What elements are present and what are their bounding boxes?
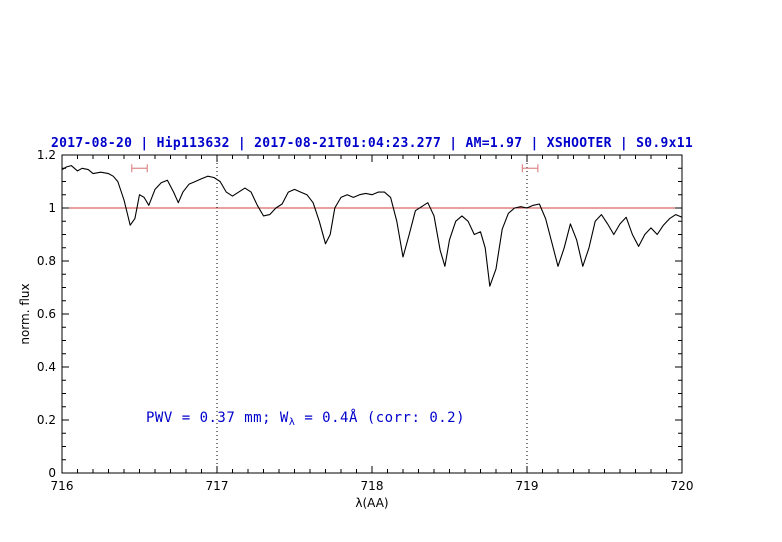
pwv-annotation: PWV = 0.37 mm; Wλ = 0.4Å (corr: 0.2) [146,410,465,428]
x-tick-label: 716 [50,479,74,493]
spectrum-curve [61,165,683,287]
x-tick-label: 719 [515,479,539,493]
x-axis-label: λ(AA) [62,496,682,510]
pwv-annotation-suffix: = 0.4Å (corr: 0.2) [295,410,466,426]
y-tick-label: 0.2 [36,413,56,427]
x-axis-label-text: λ(AA) [355,496,389,510]
pwv-annotation-subscript: λ [288,417,296,428]
y-tick-label: 0.4 [36,360,56,374]
plot-title: 2017-08-20 | Hip113632 | 2017-08-21T01:0… [50,136,694,151]
x-tick-label: 720 [670,479,694,493]
y-tick-label: 0.6 [36,307,56,321]
x-tick-label: 718 [360,479,384,493]
x-tick-label: 717 [205,479,229,493]
y-tick-label: 0 [48,466,56,480]
pwv-annotation-prefix: PWV = 0.37 mm; W [146,410,289,426]
y-tick-label: 0.8 [36,254,56,268]
y-tick-label: 1 [48,201,56,215]
y-tick-label: 1.2 [36,148,56,162]
